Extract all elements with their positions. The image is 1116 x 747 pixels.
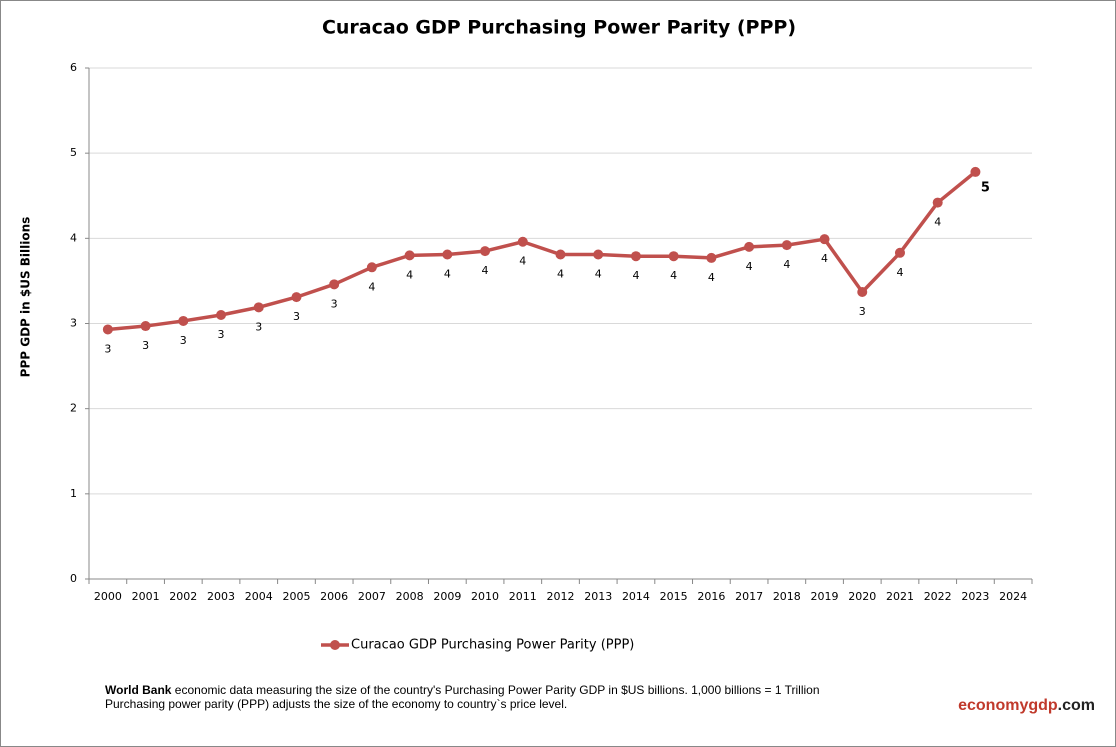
x-tick-label: 2001 [132, 590, 160, 603]
footer: World Bank economic data measuring the s… [105, 683, 820, 711]
y-axis-label: PPP GDP in $US Billions [19, 217, 33, 378]
data-label: 4 [821, 252, 828, 265]
legend-label: Curacao GDP Purchasing Power Parity (PPP… [351, 638, 634, 653]
x-tick-label: 2013 [584, 590, 612, 603]
x-tick-label: 2015 [660, 590, 688, 603]
data-point [668, 251, 679, 262]
data-point [706, 252, 717, 263]
data-label: 3 [180, 334, 187, 347]
x-tick-label: 2004 [245, 590, 273, 603]
brand-name: economygdp [958, 697, 1058, 714]
data-point [366, 262, 377, 273]
data-point [253, 302, 264, 313]
data-label: 4 [632, 269, 639, 282]
data-label: 4 [368, 280, 375, 293]
x-tick-label: 2000 [94, 590, 122, 603]
x-tick-label: 2005 [282, 590, 310, 603]
y-tick-label: 5 [70, 146, 77, 159]
x-tick-label: 2018 [773, 590, 801, 603]
x-tick-label: 2009 [433, 590, 461, 603]
y-tick-label: 3 [70, 317, 77, 330]
x-tick-label: 2012 [547, 590, 575, 603]
data-point [970, 166, 981, 177]
x-tick-label: 2017 [735, 590, 763, 603]
data-label: 4 [670, 269, 677, 282]
data-point [329, 279, 340, 290]
data-point [291, 292, 302, 303]
data-point [140, 321, 151, 332]
x-tick-label: 2023 [961, 590, 989, 603]
brand-suffix: .com [1057, 697, 1095, 714]
legend-marker [330, 640, 340, 650]
data-label: 4 [896, 266, 903, 279]
data-label: 4 [783, 258, 790, 271]
x-tick-label: 2006 [320, 590, 348, 603]
data-point [404, 250, 415, 261]
series-line [107, 170, 977, 332]
x-tick-label: 2007 [358, 590, 386, 603]
x-tick-label: 2011 [509, 590, 537, 603]
data-label: 3 [331, 297, 338, 310]
data-label: 4 [482, 264, 489, 277]
data-label: 3 [859, 305, 866, 318]
data-point [744, 241, 755, 252]
data-label: 5 [981, 180, 990, 195]
data-label: 4 [595, 268, 602, 281]
footer-source: World Bank [105, 683, 172, 697]
data-label: 3 [218, 328, 225, 341]
data-label: 4 [519, 255, 526, 268]
x-tick-label: 2014 [622, 590, 650, 603]
x-tick-label: 2002 [169, 590, 197, 603]
data-point [555, 249, 566, 260]
y-tick-label: 4 [70, 231, 77, 244]
data-label: 4 [708, 271, 715, 284]
data-point [593, 249, 604, 260]
footer-text: Purchasing power parity (PPP) adjusts th… [105, 697, 568, 711]
x-tick-label: 2008 [396, 590, 424, 603]
y-tick-label: 6 [70, 61, 77, 74]
data-point [932, 197, 943, 208]
data-label: 4 [444, 268, 451, 281]
data-label: 4 [746, 260, 753, 273]
brand: economygdp.com [958, 697, 1095, 715]
x-tick-label: 2024 [999, 590, 1027, 603]
data-label: 3 [255, 320, 262, 333]
data-point [819, 234, 830, 245]
data-point [857, 286, 868, 297]
y-tick-label: 0 [70, 572, 77, 585]
data-label: 4 [406, 268, 413, 281]
x-tick-label: 2003 [207, 590, 235, 603]
data-label: 3 [142, 339, 149, 352]
data-point [630, 251, 641, 262]
data-label: 4 [557, 268, 564, 281]
data-point [178, 315, 189, 326]
y-tick-label: 1 [70, 487, 77, 500]
data-point [894, 247, 905, 258]
data-point [102, 324, 113, 335]
x-tick-label: 2020 [848, 590, 876, 603]
x-tick-label: 2021 [886, 590, 914, 603]
x-tick-label: 2019 [811, 590, 839, 603]
data-point [442, 249, 453, 260]
x-tick-label: 2016 [697, 590, 725, 603]
data-point [517, 236, 528, 247]
y-tick-label: 2 [70, 402, 77, 415]
footer-line: World Bank economic data measuring the s… [105, 683, 820, 697]
x-tick-label: 2010 [471, 590, 499, 603]
data-label: 3 [104, 342, 111, 355]
data-point [216, 309, 227, 320]
data-label: 4 [934, 216, 941, 229]
footer-text: economic data measuring the size of the … [174, 683, 820, 697]
data-point [781, 240, 792, 251]
data-label: 3 [293, 310, 300, 323]
chart-title: Curacao GDP Purchasing Power Parity (PPP… [322, 17, 796, 39]
x-tick-label: 2022 [924, 590, 952, 603]
data-point [480, 246, 491, 257]
